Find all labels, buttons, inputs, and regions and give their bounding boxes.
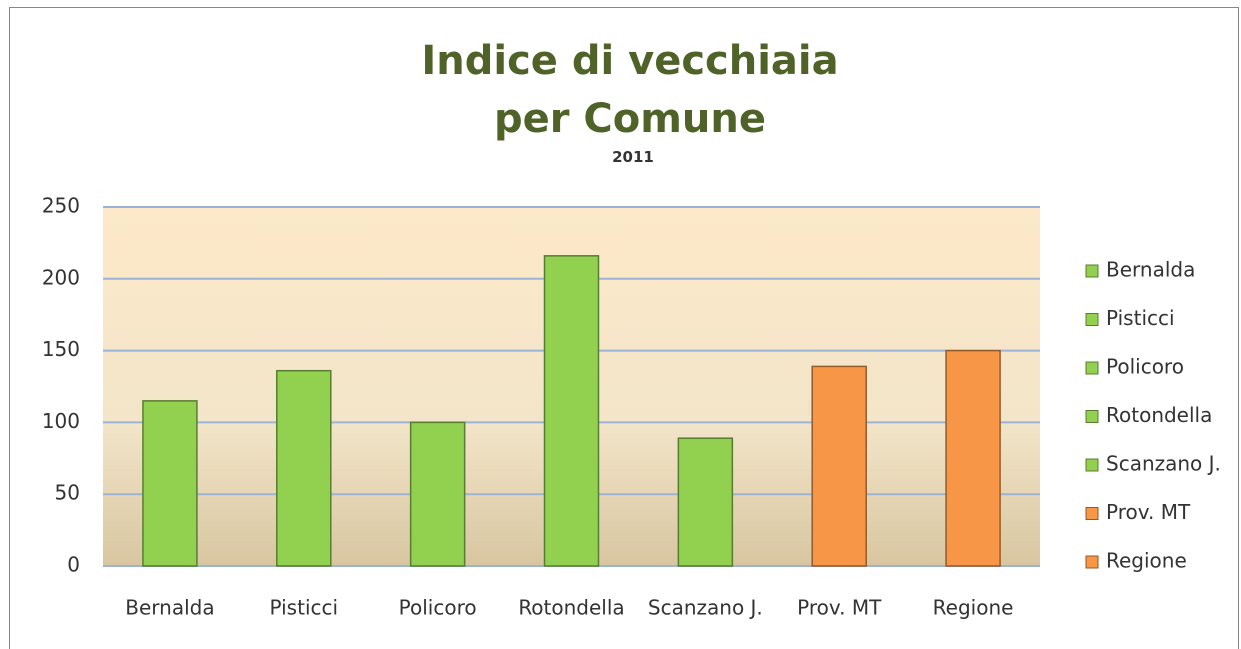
x-tick-label: Regione: [933, 596, 1014, 620]
legend-swatch: [1085, 458, 1099, 472]
x-tick-label: Rotondella: [518, 596, 624, 620]
x-tick-label: Prov. MT: [797, 596, 882, 620]
bar: [811, 365, 867, 567]
bar: [543, 255, 600, 567]
bar: [945, 349, 1001, 567]
legend-swatch: [1085, 410, 1099, 423]
legend-label: Policoro: [1106, 355, 1184, 379]
chart-frame: [9, 7, 1239, 649]
legend-swatch: [1085, 361, 1099, 375]
legend-label: Prov. MT: [1106, 500, 1191, 524]
legend-label: Regione: [1106, 549, 1187, 573]
x-tick-label: Pisticci: [270, 596, 339, 620]
legend-swatch: [1085, 264, 1099, 278]
legend-swatch: [1085, 507, 1099, 520]
y-tick-label: 50: [55, 481, 80, 505]
legend-label: Bernalda: [1106, 258, 1195, 282]
y-tick-label: 0: [67, 553, 80, 577]
y-tick-label: 100: [42, 409, 80, 433]
bar: [409, 421, 466, 567]
y-tick-label: 250: [42, 194, 80, 218]
x-tick-label: Scanzano J.: [648, 596, 763, 620]
y-tick-label: 150: [42, 337, 80, 361]
x-tick-label: Policoro: [399, 596, 477, 620]
chart-subtitle: 2011: [612, 148, 654, 166]
bar: [276, 369, 332, 567]
legend-label: Pisticci: [1106, 306, 1175, 330]
legend-label: Scanzano J.: [1106, 452, 1221, 476]
y-tick-label: 200: [42, 265, 80, 289]
bar: [142, 400, 198, 567]
legend-swatch: [1085, 313, 1099, 326]
chart-title: Indice di vecchiaia per Comune: [421, 38, 839, 142]
legend-label: Rotondella: [1106, 403, 1212, 427]
legend-swatch: [1085, 555, 1099, 569]
x-tick-label: Bernalda: [125, 596, 214, 620]
bar: [677, 437, 734, 567]
